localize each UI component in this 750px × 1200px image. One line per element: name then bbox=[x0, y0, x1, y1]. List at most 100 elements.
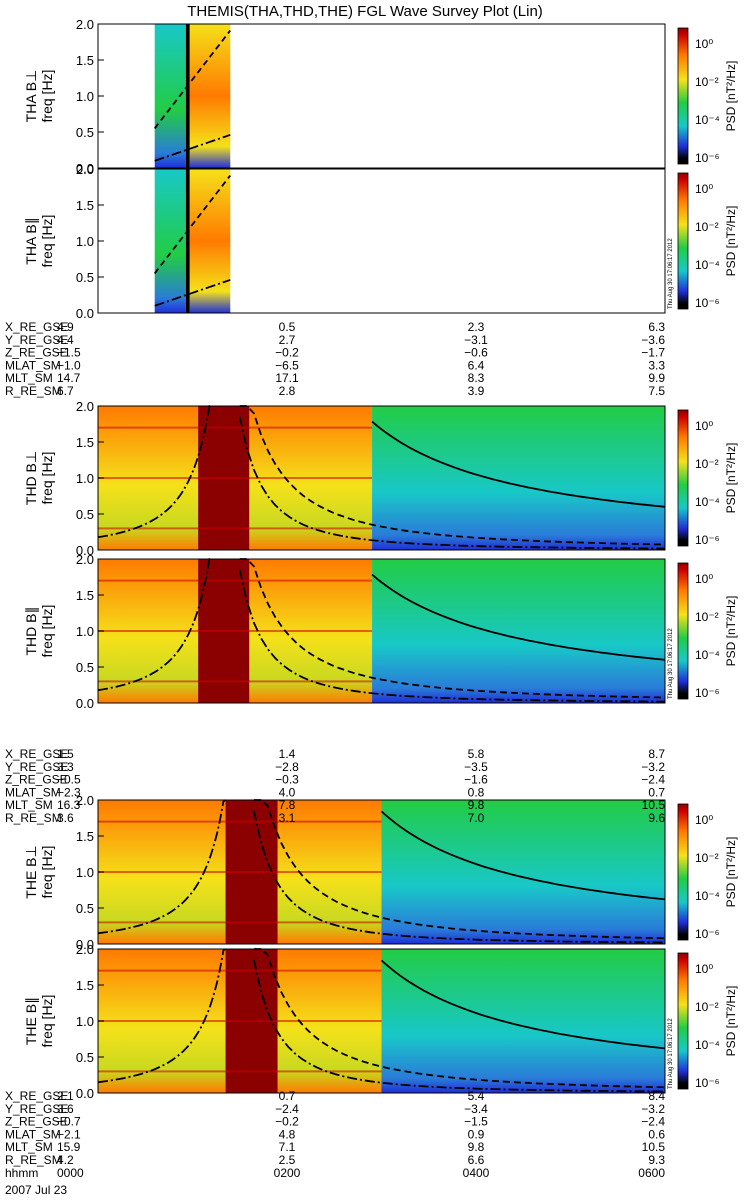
harmonic-line bbox=[98, 477, 373, 479]
date-label: 2007 Jul 23 bbox=[5, 1183, 67, 1197]
orbit-value: −1.5 bbox=[464, 1115, 488, 1129]
cyclotron-curve bbox=[238, 569, 666, 703]
orbit-value: 9.8 bbox=[468, 1140, 485, 1154]
y-tick-label: 1.0 bbox=[76, 234, 94, 249]
orbit-value: −0.5 bbox=[57, 773, 81, 787]
colorbar-label: PSD [nT²/Hz] bbox=[724, 837, 738, 908]
colorbar-label: PSD [nT²/Hz] bbox=[724, 206, 738, 277]
orbit-row-label: MLT_SM bbox=[5, 798, 53, 812]
colorbar bbox=[677, 409, 689, 547]
y-tick-label: 1.0 bbox=[76, 865, 94, 880]
colorbar bbox=[677, 27, 689, 165]
orbit-value: 9.8 bbox=[468, 798, 485, 812]
colorbar-label: PSD [nT²/Hz] bbox=[724, 61, 738, 132]
orbit-value: 0000 bbox=[57, 1166, 84, 1180]
orbit-value: −1.6 bbox=[464, 773, 488, 787]
orbit-row-label: Z_RE_GSE bbox=[5, 346, 68, 360]
y-axis-label: freq [Hz] bbox=[39, 215, 55, 268]
colorbar-tick-label: 10⁰ bbox=[695, 182, 713, 196]
cyclotron-curve bbox=[239, 405, 666, 546]
cyclotron-curve bbox=[253, 948, 666, 1089]
orbit-row-label: Z_RE_GSE bbox=[5, 1115, 68, 1129]
y-axis-label: freq [Hz] bbox=[39, 846, 55, 899]
y-axis-label: freq [Hz] bbox=[39, 70, 55, 123]
colorbar-tick-label: 10⁰ bbox=[695, 572, 713, 586]
orbit-value: −0.3 bbox=[275, 773, 299, 787]
orbit-row-label: R_RE_SM bbox=[5, 811, 62, 825]
spectrogram-block bbox=[154, 169, 186, 313]
harmonic-line bbox=[98, 680, 373, 683]
orbit-value: 1.4 bbox=[279, 747, 296, 761]
colorbar-tick-label: 10⁰ bbox=[695, 813, 713, 827]
y-tick-label: 0.0 bbox=[76, 543, 94, 558]
cyclotron-curve bbox=[371, 420, 666, 508]
cyclotron-curve bbox=[154, 279, 231, 307]
colorbar-tick-label: 10⁻⁴ bbox=[695, 258, 720, 272]
timestamp-stamp: Thu Aug 30 17:06:17 2012 bbox=[668, 238, 674, 309]
y-tick-label: 0.0 bbox=[76, 937, 94, 952]
orbit-value: 6.4 bbox=[468, 358, 485, 372]
cyclotron-curve bbox=[97, 799, 227, 935]
orbit-value: −0.2 bbox=[275, 1115, 299, 1129]
orbit-value: 15.9 bbox=[57, 1140, 81, 1154]
cyclotron-curve bbox=[97, 558, 212, 692]
orbit-row-label: MLAT_SM bbox=[5, 1127, 61, 1141]
y-tick-label: 1.0 bbox=[76, 624, 94, 639]
y-tick-label: 1.5 bbox=[76, 978, 94, 993]
colorbar-label: PSD [nT²/Hz] bbox=[724, 986, 738, 1057]
orbit-value: 8.3 bbox=[468, 371, 485, 385]
y-tick-label: 1.0 bbox=[76, 471, 94, 486]
orbit-value: −3.6 bbox=[641, 333, 665, 347]
orbit-value: −2.1 bbox=[57, 1127, 81, 1141]
colorbar-tick-label: 10⁰ bbox=[695, 962, 713, 976]
orbit-value: 0400 bbox=[463, 1166, 490, 1180]
y-tick-label: 0.5 bbox=[76, 901, 94, 916]
orbit-value: 4.9 bbox=[57, 320, 74, 334]
y-tick-label: 0.0 bbox=[76, 696, 94, 711]
spectrogram-block bbox=[381, 800, 665, 944]
colorbar-tick-label: 10⁻⁶ bbox=[695, 686, 720, 700]
orbit-value: 2.1 bbox=[57, 1089, 74, 1103]
cyclotron-curve bbox=[253, 810, 666, 944]
cyclotron-curve bbox=[97, 948, 227, 1084]
y-tick-label: 2.0 bbox=[76, 793, 94, 808]
orbit-row-label: Y_RE_GSE bbox=[5, 333, 68, 347]
colorbar bbox=[677, 803, 689, 941]
cyclotron-curve bbox=[238, 416, 666, 550]
cyclotron-curve bbox=[380, 810, 666, 901]
orbit-row-label: R_RE_SM bbox=[5, 1153, 62, 1167]
orbit-value: −1.0 bbox=[57, 358, 81, 372]
orbit-row-label: Y_RE_GSE bbox=[5, 1102, 68, 1116]
orbit-value: −2.4 bbox=[275, 1102, 299, 1116]
cyclotron-curve bbox=[239, 558, 666, 699]
orbit-value: 4.2 bbox=[57, 1153, 74, 1167]
orbit-value: 2.8 bbox=[279, 384, 296, 398]
y-tick-label: 1.5 bbox=[76, 829, 94, 844]
colorbar-tick-label: 10⁻⁶ bbox=[695, 1076, 720, 1090]
orbit-value: 1.5 bbox=[57, 747, 74, 761]
orbit-value: 16.3 bbox=[57, 798, 81, 812]
orbit-value: −1.5 bbox=[57, 346, 81, 360]
colorbar-tick-label: 10⁻⁶ bbox=[695, 927, 720, 941]
colorbar-tick-label: 10⁻² bbox=[695, 851, 719, 865]
harmonic-line bbox=[98, 820, 382, 823]
orbit-value: −3.1 bbox=[464, 333, 488, 347]
harmonic-line bbox=[98, 921, 382, 924]
colorbar bbox=[677, 562, 689, 700]
colorbar-tick-label: 10⁻² bbox=[695, 1000, 719, 1014]
orbit-value: 3.3 bbox=[57, 760, 74, 774]
orbit-value: 3.6 bbox=[57, 1102, 74, 1116]
orbit-value: −3.5 bbox=[464, 760, 488, 774]
y-tick-label: 1.0 bbox=[76, 1014, 94, 1029]
orbit-row-label: R_RE_SM bbox=[5, 384, 62, 398]
orbit-value: 4.8 bbox=[279, 1127, 296, 1141]
orbit-value: 2.7 bbox=[279, 333, 296, 347]
chart-title: THEMIS(THA,THD,THE) FGL Wave Survey Plot… bbox=[187, 3, 543, 20]
y-axis-label: freq [Hz] bbox=[39, 995, 55, 1048]
y-tick-label: 2.0 bbox=[76, 552, 94, 567]
orbit-value: 0.7 bbox=[648, 785, 665, 799]
cyclotron-curve bbox=[154, 29, 231, 129]
spectrogram-block bbox=[154, 24, 186, 168]
y-tick-label: 0.5 bbox=[76, 507, 94, 522]
